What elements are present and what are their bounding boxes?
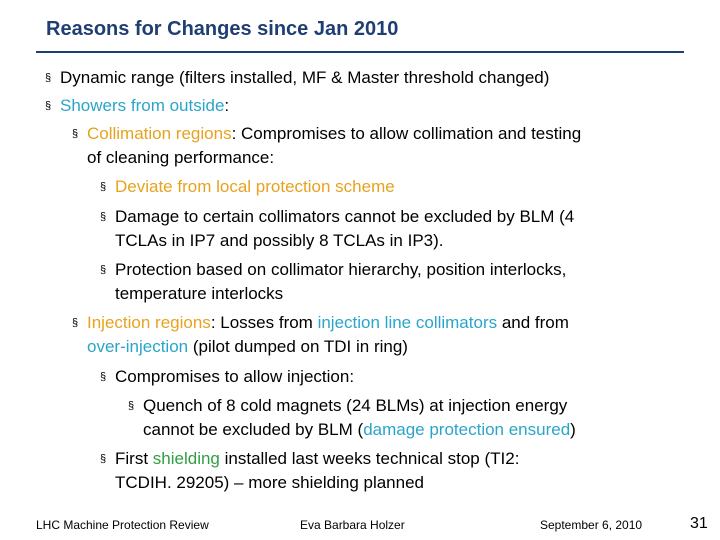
text-segment: TCDIH. 29205) – more shielding planned xyxy=(115,473,425,492)
highlighted-text: injection line collimators xyxy=(317,313,498,332)
highlighted-text: Deviate from local protection scheme xyxy=(115,177,395,196)
text-segment: First xyxy=(115,449,153,468)
bullet-marker: § xyxy=(72,128,79,140)
bullet-line: temperature interlocks xyxy=(115,284,283,304)
text-segment: : Compromises to allow collimation and t… xyxy=(231,124,582,143)
bullet-marker: § xyxy=(100,211,107,223)
text-segment: and from xyxy=(497,313,569,332)
bullet-marker: § xyxy=(128,400,135,412)
text-segment: installed last weeks technical stop (TI2… xyxy=(219,449,520,468)
bullet-marker: § xyxy=(100,371,107,383)
bullet-line: Damage to certain collimators cannot be … xyxy=(115,207,574,227)
bullet-line: over-injection (pilot dumped on TDI in r… xyxy=(87,337,408,357)
highlighted-text: damage protection ensured xyxy=(363,420,571,439)
bullet-marker: § xyxy=(45,100,52,112)
highlighted-text: Injection regions xyxy=(87,313,211,332)
bullet-line: First shielding installed last weeks tec… xyxy=(115,449,519,469)
text-segment: (pilot dumped on TDI in ring) xyxy=(188,337,408,356)
text-segment: cannot be excluded by BLM ( xyxy=(143,420,364,439)
footer-event: LHC Machine Protection Review xyxy=(36,518,209,532)
text-segment: : xyxy=(224,96,230,115)
bullet-marker: § xyxy=(100,453,107,465)
text-segment: Protection based on collimator hierarchy… xyxy=(115,260,567,279)
footer-date: September 6, 2010 xyxy=(540,518,643,532)
page-number: 31 xyxy=(690,515,708,532)
bullet-line: TCLAs in IP7 and possibly 8 TCLAs in IP3… xyxy=(115,231,444,251)
text-segment: TCLAs in IP7 and possibly 8 TCLAs in IP3… xyxy=(115,231,444,250)
text-segment: Dynamic range (filters installed, MF & M… xyxy=(60,68,550,87)
bullet-marker: § xyxy=(45,72,52,84)
highlighted-text: Showers from outside xyxy=(60,96,225,115)
bullet-line: Protection based on collimator hierarchy… xyxy=(115,260,566,280)
highlighted-text: shielding xyxy=(152,449,220,468)
bullet-line: of cleaning performance: xyxy=(87,148,274,168)
highlighted-text: over-injection xyxy=(87,337,189,356)
text-segment: Quench of 8 cold magnets (24 BLMs) at in… xyxy=(143,396,568,415)
bullet-line: cannot be excluded by BLM (damage protec… xyxy=(143,420,576,440)
bullet-marker: § xyxy=(100,264,107,276)
bullet-line: TCDIH. 29205) – more shielding planned xyxy=(115,473,424,493)
text-segment: Compromises to allow injection: xyxy=(115,367,355,386)
slide-title: Reasons for Changes since Jan 2010 xyxy=(46,18,399,40)
bullet-marker: § xyxy=(100,181,107,193)
highlighted-text: Collimation regions xyxy=(87,124,232,143)
text-segment: temperature interlocks xyxy=(115,284,284,303)
bullet-line: Dynamic range (filters installed, MF & M… xyxy=(60,68,549,88)
footer-author: Eva Barbara Holzer xyxy=(300,518,405,532)
text-segment: : Losses from xyxy=(210,313,318,332)
bullet-line: Quench of 8 cold magnets (24 BLMs) at in… xyxy=(143,396,567,416)
bullet-line: Deviate from local protection scheme xyxy=(115,177,395,197)
bullet-line: Compromises to allow injection: xyxy=(115,367,354,387)
text-segment: Damage to certain collimators cannot be … xyxy=(115,207,575,226)
bullet-marker: § xyxy=(72,317,79,329)
text-segment: of cleaning performance: xyxy=(87,148,275,167)
bullet-line: Collimation regions: Compromises to allo… xyxy=(87,124,581,144)
text-segment: ) xyxy=(570,420,576,439)
title-rule xyxy=(36,51,684,53)
bullet-line: Injection regions: Losses from injection… xyxy=(87,313,569,333)
bullet-line: Showers from outside: xyxy=(60,96,229,116)
